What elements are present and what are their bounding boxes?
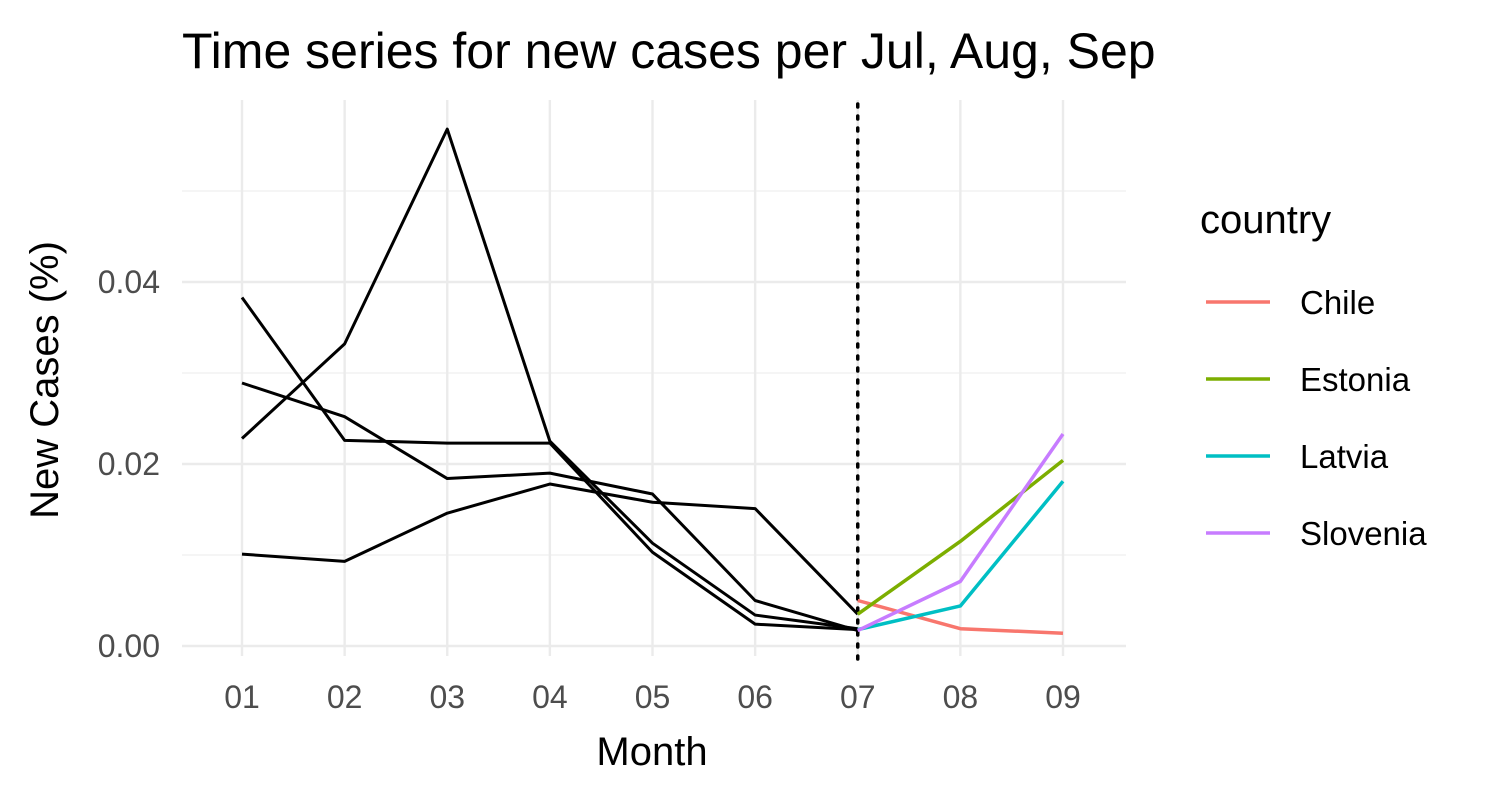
x-tick-label: 03 [429, 679, 465, 715]
series-line-slovenia [856, 432, 1065, 633]
x-tick-label: 06 [737, 679, 773, 715]
legend-item-estonia: Estonia [1206, 361, 1411, 398]
y-tick-label: 0.02 [98, 446, 160, 482]
legend-item-chile: Chile [1206, 284, 1375, 321]
x-axis-ticks: 01 02 03 04 05 06 07 08 09 [224, 679, 1081, 715]
series-line-latvia [857, 480, 1065, 632]
series-lines [856, 432, 1065, 636]
history-line-latvia [240, 296, 858, 632]
x-tick-label: 01 [224, 679, 260, 715]
x-tick-label: 05 [635, 679, 671, 715]
history-line-estonia [241, 482, 859, 616]
legend-item-slovenia: Slovenia [1206, 515, 1427, 552]
y-axis-title: New Cases (%) [23, 241, 67, 519]
legend-items: Chile Estonia Latvia Slovenia [1206, 284, 1427, 552]
legend-title: country [1200, 198, 1331, 242]
series-line-estonia [856, 458, 1065, 616]
y-tick-label: 0.00 [98, 628, 160, 664]
y-axis-ticks: 0.00 0.02 0.04 [98, 264, 160, 664]
x-tick-label: 09 [1045, 679, 1081, 715]
legend: country Chile Estonia Latvia Slovenia [1200, 198, 1427, 552]
y-tick-label: 0.04 [98, 264, 160, 300]
series-line-chile [857, 598, 1064, 636]
x-tick-label: 02 [327, 679, 363, 715]
history-line-chile [240, 127, 858, 631]
chart-title: Time series for new cases per Jul, Aug, … [182, 23, 1156, 79]
legend-label: Chile [1300, 284, 1375, 321]
history-lines [240, 127, 859, 632]
history-line-slovenia [241, 381, 859, 632]
x-tick-label: 04 [532, 679, 568, 715]
x-tick-label: 08 [943, 679, 979, 715]
grid [182, 100, 1126, 656]
x-axis-title: Month [596, 730, 707, 774]
x-tick-label: 07 [840, 679, 876, 715]
legend-label: Estonia [1300, 361, 1411, 398]
legend-label: Slovenia [1300, 515, 1427, 552]
legend-item-latvia: Latvia [1206, 438, 1389, 475]
legend-label: Latvia [1300, 438, 1389, 475]
